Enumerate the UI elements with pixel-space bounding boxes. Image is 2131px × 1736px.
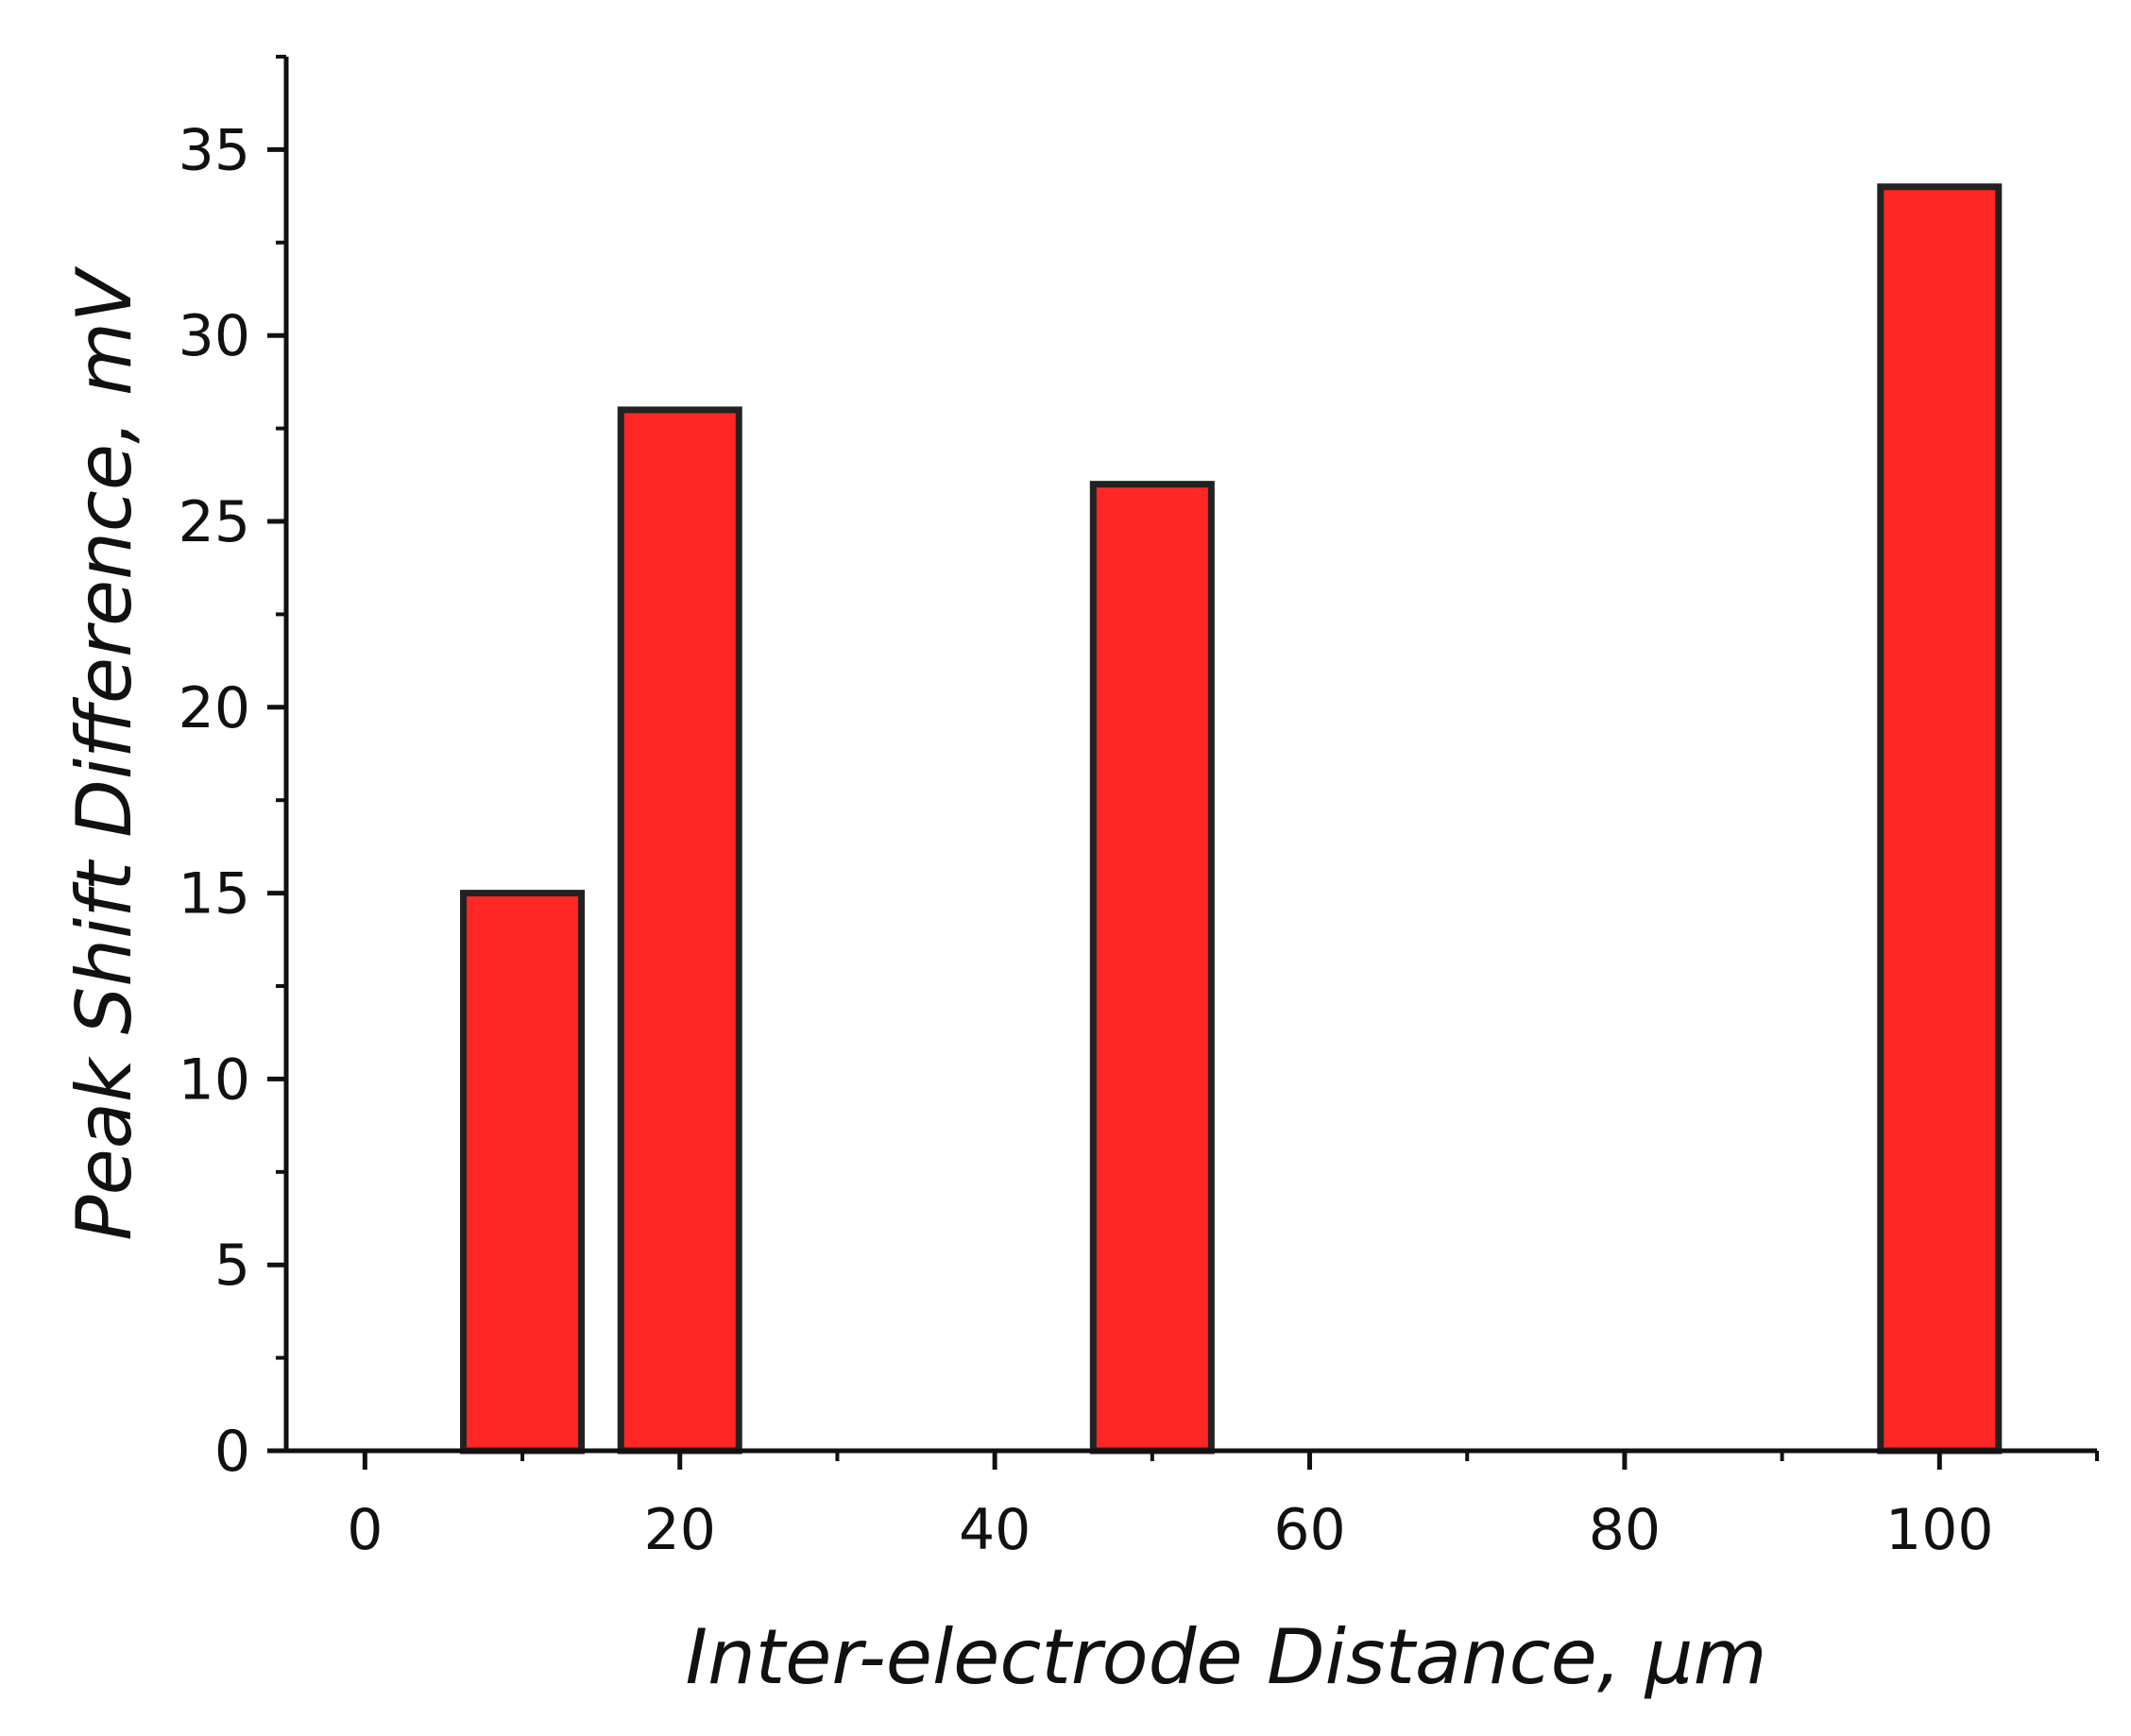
y-tick-label: 5	[214, 1233, 250, 1299]
bar-10	[460, 890, 586, 1455]
bar-20	[617, 406, 742, 1455]
y-tick-label: 25	[179, 489, 250, 555]
x-tick-label: 100	[1885, 1497, 1994, 1563]
bar-50	[1089, 481, 1215, 1455]
y-tick-label: 20	[179, 675, 250, 741]
x-tick-label: 80	[1589, 1497, 1661, 1563]
y-tick-label: 0	[214, 1419, 250, 1485]
axes-layer	[267, 55, 2099, 1470]
x-tick-label: 0	[347, 1497, 383, 1563]
x-tick-label: 40	[959, 1497, 1031, 1563]
bars-layer	[460, 183, 2003, 1455]
y-tick-label: 15	[179, 861, 250, 928]
bar-100	[1877, 183, 2003, 1455]
y-tick-label: 10	[179, 1047, 250, 1113]
x-axis-title: Inter-electrode Distance, µm	[685, 1613, 1766, 1701]
y-tick-label: 35	[179, 117, 250, 183]
x-tick-label: 60	[1273, 1497, 1345, 1563]
x-tick-label: 20	[644, 1497, 716, 1563]
y-tick-label: 30	[179, 303, 250, 369]
labels-layer: Inter-electrode Distance, µm Peak Shift …	[60, 117, 1994, 1701]
y-axis-title: Peak Shift Difference, mV	[60, 265, 148, 1241]
